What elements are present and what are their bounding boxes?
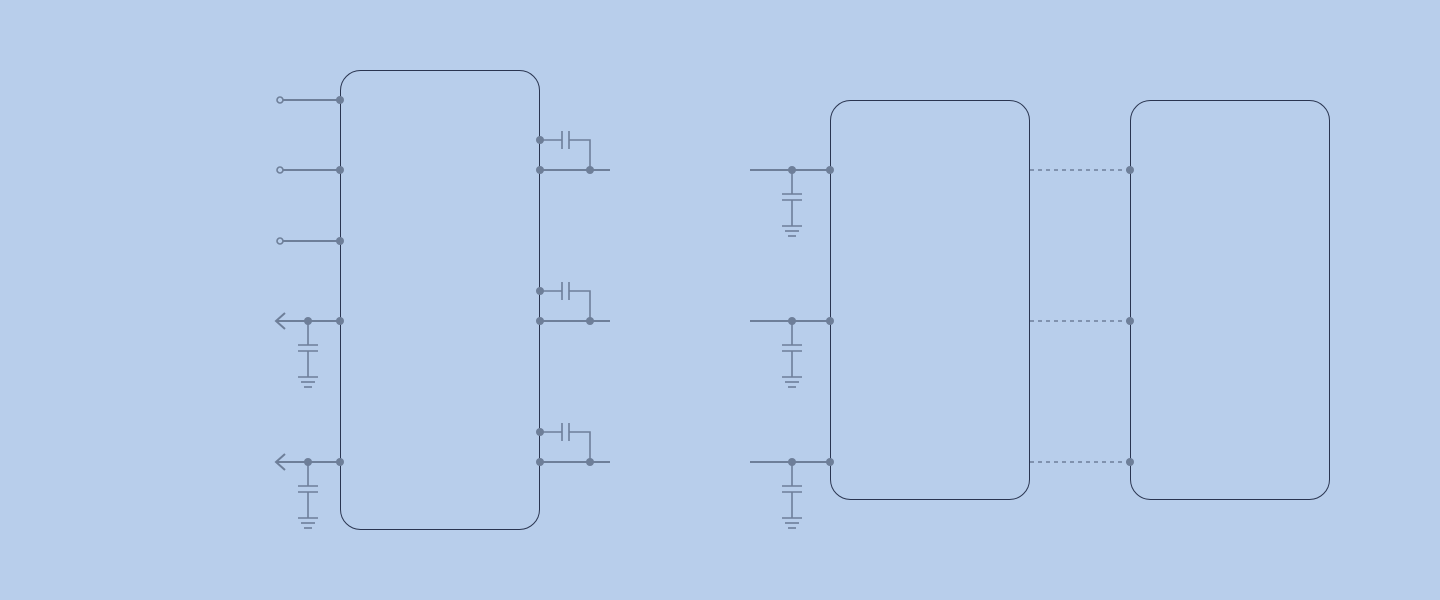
input-terminal-1 xyxy=(276,96,344,104)
chip-center xyxy=(830,100,1030,500)
ground-capacitor xyxy=(782,321,802,388)
ground-capacitor xyxy=(298,462,318,529)
dashed-link-3 xyxy=(1030,458,1134,466)
ground-capacitor xyxy=(782,170,802,237)
center-input-1 xyxy=(750,166,834,237)
ground-capacitor xyxy=(298,321,318,388)
ground-capacitor xyxy=(782,462,802,529)
input-terminal-2 xyxy=(276,166,344,174)
center-input-3 xyxy=(750,458,834,529)
chip-left xyxy=(340,70,540,530)
dashed-link-2 xyxy=(1030,317,1134,325)
coupled-output-2 xyxy=(536,282,610,325)
arrow-output-2 xyxy=(274,453,344,529)
coupled-output-1 xyxy=(536,131,610,174)
coupled-output-3 xyxy=(536,423,610,466)
arrow-output-1 xyxy=(274,312,344,388)
dashed-link-1 xyxy=(1030,166,1134,174)
center-input-2 xyxy=(750,317,834,388)
chip-right xyxy=(1130,100,1330,500)
input-terminal-3 xyxy=(276,237,344,245)
